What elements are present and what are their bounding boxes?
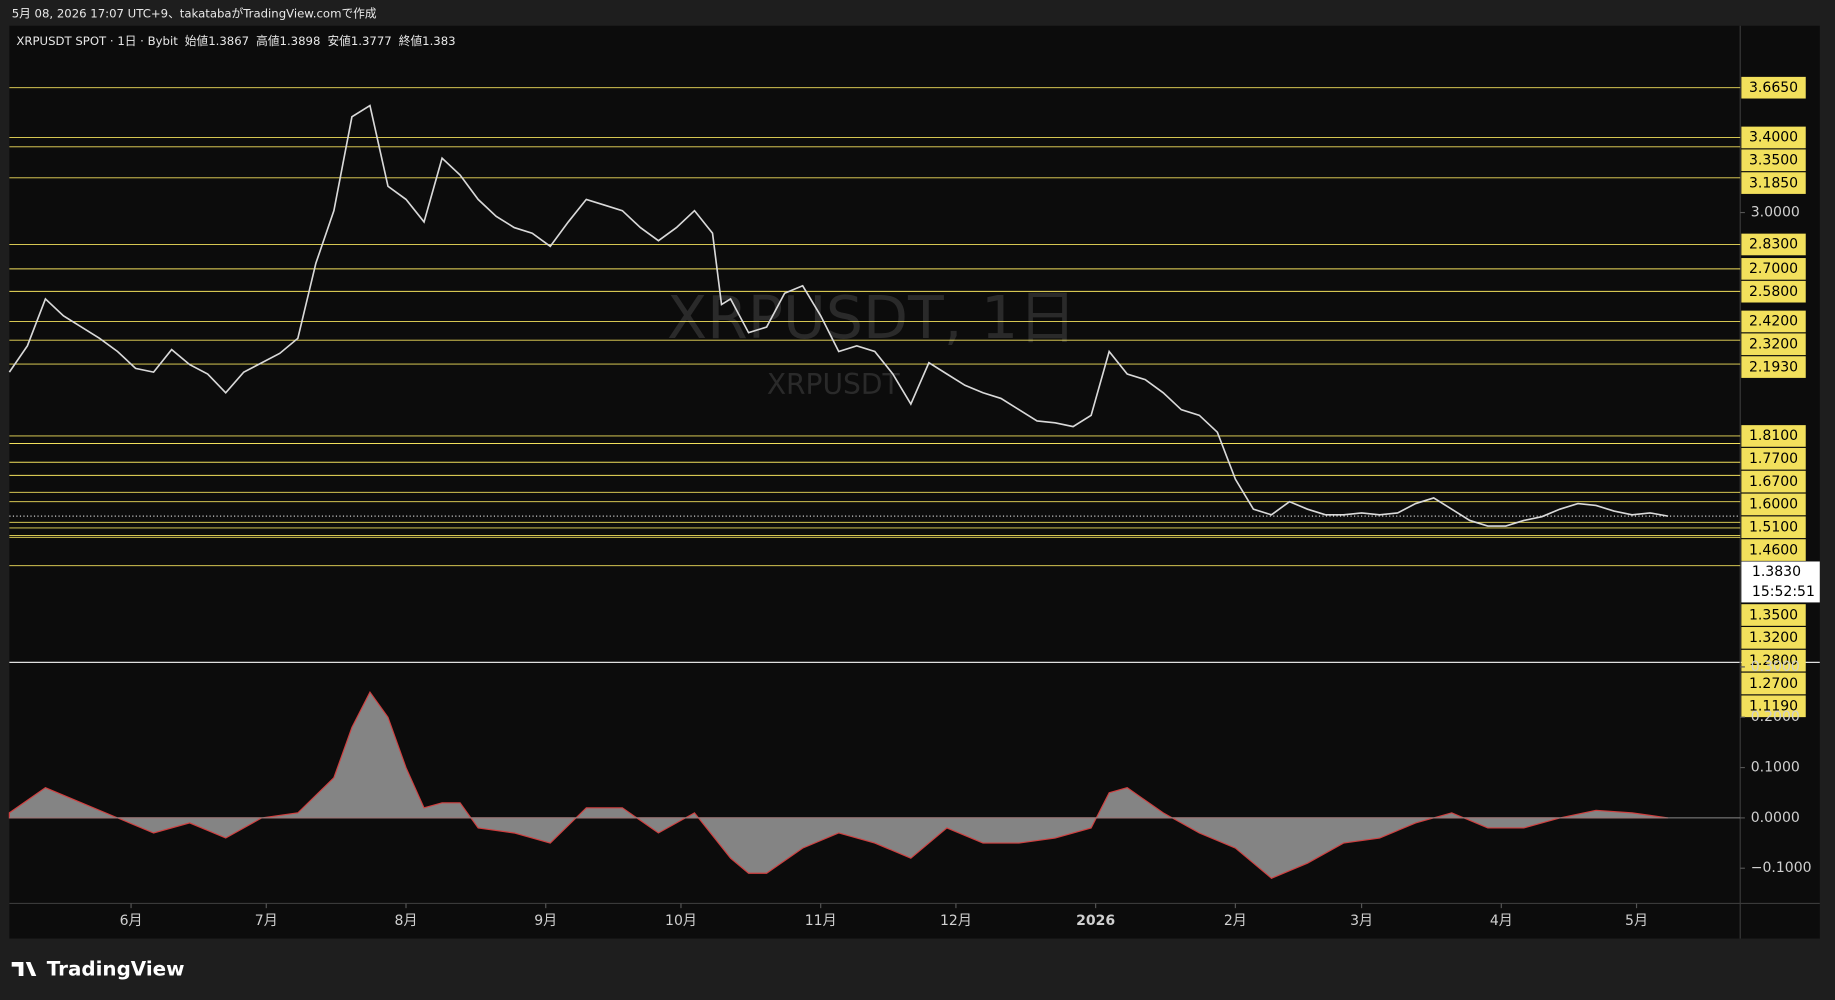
level-label-box — [1741, 76, 1806, 99]
level-label: 1.6000 — [1749, 497, 1798, 513]
level-label-box — [1741, 172, 1806, 194]
level-label-box — [1741, 310, 1806, 333]
oscillator-area — [8, 690, 1669, 879]
level-label-box — [1741, 258, 1806, 280]
level-label-box — [1741, 149, 1806, 172]
osc-tick-label: 0.0000 — [1751, 810, 1800, 826]
level-label-box — [1741, 447, 1806, 470]
x-tick-label: 5月 — [1625, 913, 1648, 929]
legend-ohlc-label: 安値 — [327, 33, 351, 47]
level-label-box — [1741, 516, 1806, 539]
legend-ohlc-value: 1.383 — [422, 33, 455, 47]
legend-symbol: XRPUSDT SPOT · 1日 · Bybit — [16, 33, 178, 47]
x-tick-label: 6月 — [120, 913, 143, 929]
chart-area — [9, 25, 1820, 939]
level-label-box — [1741, 280, 1806, 303]
level-label: 2.4200 — [1749, 314, 1798, 330]
level-label-box — [1741, 604, 1806, 626]
x-tick-label: 10月 — [665, 913, 697, 929]
level-label-box — [1741, 233, 1806, 256]
level-label: 1.4600 — [1749, 542, 1798, 558]
level-label-box — [1741, 470, 1806, 493]
level-label: 1.2700 — [1749, 676, 1798, 692]
header-caption: 5月 08, 2026 17:07 UTC+9、takatabaがTrading… — [12, 7, 377, 21]
level-label: 1.2800 — [1749, 653, 1798, 669]
legend-ohlc-value: 1.3867 — [208, 33, 249, 47]
level-label-box — [1741, 539, 1806, 561]
level-label-box — [1741, 672, 1806, 695]
level-label-box — [1741, 333, 1806, 356]
legend-ohlc-value: 1.3898 — [280, 33, 321, 47]
level-label-box — [1741, 356, 1806, 378]
osc-tick-label: −0.1000 — [1751, 860, 1812, 876]
logo: TradingView — [11, 958, 185, 981]
x-tick-label: 7月 — [255, 913, 278, 929]
osc-tick-label: 0.2000 — [1751, 709, 1800, 725]
level-label: 3.4000 — [1749, 130, 1798, 146]
x-tick-label: 2月 — [1224, 913, 1247, 929]
x-tick-label: 4月 — [1490, 913, 1513, 929]
x-tick-label: 11月 — [805, 913, 837, 929]
level-label-box — [1741, 493, 1806, 516]
level-label: 2.8300 — [1749, 237, 1798, 253]
watermark: XRPUSDT, 1日 — [667, 284, 1077, 352]
level-label: 1.1190 — [1749, 699, 1798, 715]
x-tick-label: 8月 — [395, 913, 418, 929]
x-tick-label: 12月 — [940, 913, 972, 929]
x-tick-label: 3月 — [1350, 913, 1373, 929]
level-label: 2.5800 — [1749, 284, 1798, 300]
level-label-box — [1741, 649, 1806, 672]
osc-tick-label: 0.1000 — [1751, 760, 1800, 776]
level-label: 1.7700 — [1749, 451, 1798, 467]
level-label: 2.7000 — [1749, 261, 1798, 277]
level-label-box — [1741, 627, 1806, 649]
osc-tick-label: 0.3000 — [1751, 659, 1800, 675]
level-label-box — [1741, 425, 1806, 447]
x-tick-label: 2026 — [1076, 913, 1115, 929]
legend-ohlc-label: 終値 — [399, 33, 423, 47]
brand: TradingView — [47, 958, 185, 981]
level-label: 1.5100 — [1749, 520, 1798, 536]
price-line — [8, 104, 1669, 527]
y-tick-label: 3.0000 — [1751, 205, 1800, 221]
logo-icon — [11, 961, 37, 977]
last-price-box — [1741, 561, 1820, 603]
legend-ohlc-value: 1.3777 — [351, 33, 392, 47]
level-label: 3.3500 — [1749, 153, 1798, 169]
x-tick-label: 9月 — [534, 913, 557, 929]
legend-ohlc-label: 高値 — [256, 33, 280, 47]
last-price-label: 1.3830 — [1752, 564, 1801, 580]
watermark-sub: XRPUSDT — [767, 368, 901, 401]
countdown: 15:52:51 — [1752, 584, 1815, 600]
level-label: 1.3500 — [1749, 607, 1798, 623]
level-label: 2.3200 — [1749, 337, 1798, 353]
level-label: 3.6650 — [1749, 80, 1798, 96]
legend-ohlc-label: 始値 — [185, 33, 209, 47]
level-label: 1.8100 — [1749, 428, 1798, 444]
level-label: 1.6700 — [1749, 474, 1798, 490]
legend: XRPUSDT SPOT · 1日 · Bybit 始値1.3867 高値1.389… — [16, 33, 455, 47]
level-label-box — [1741, 695, 1806, 718]
level-label-box — [1741, 126, 1806, 149]
level-label: 2.1930 — [1749, 359, 1798, 375]
level-label: 1.3200 — [1749, 630, 1798, 646]
level-label: 3.1850 — [1749, 175, 1798, 191]
